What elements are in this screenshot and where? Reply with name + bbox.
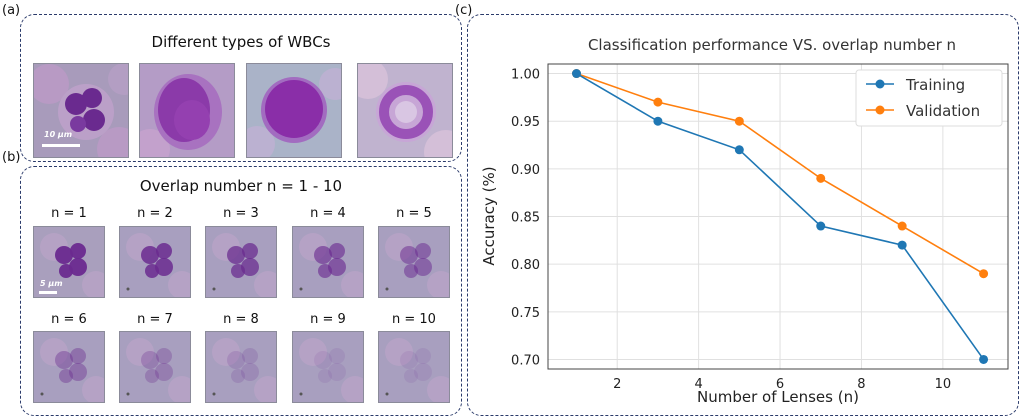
- overlap-image-tile: [119, 226, 191, 298]
- scale-label-10um: 10 μm: [44, 130, 73, 139]
- overlap-label: n = 6: [51, 312, 87, 327]
- overlap-label: n = 10: [392, 312, 436, 327]
- overlap-label: n = 8: [223, 312, 259, 327]
- scale-label-5um: 5 μm: [40, 279, 63, 288]
- overlap-image-tile: [378, 226, 450, 298]
- overlap-image-tile: [378, 331, 450, 403]
- overlap-label: n = 1: [51, 206, 87, 221]
- panel-c-label: (c): [455, 3, 473, 18]
- overlap-image-tile: 5 μm: [33, 226, 105, 298]
- overlap-image-tile: [205, 226, 277, 298]
- overlap-label: n = 9: [310, 312, 346, 327]
- panel-b-label: (b): [2, 150, 21, 165]
- scale-bar-5um: [39, 291, 57, 294]
- wbc-image-lymphocyte-round: [246, 63, 342, 158]
- overlap-label: n = 7: [137, 312, 173, 327]
- panel-b-title: Overlap number n = 1 - 10: [139, 177, 343, 195]
- panel-c-box: [467, 14, 1019, 416]
- overlap-label: n = 5: [396, 206, 432, 221]
- scale-bar-10um: [42, 144, 80, 147]
- wbc-image-lymphocyte-large: [139, 63, 235, 158]
- overlap-image-tile: [292, 226, 364, 298]
- panel-b-box: Overlap number n = 1 - 10: [20, 166, 462, 416]
- wbc-image-neutrophil: 10 μm: [33, 63, 129, 158]
- panel-a-label: (a): [2, 3, 21, 18]
- overlap-label: n = 3: [223, 206, 259, 221]
- overlap-image-tile: [205, 331, 277, 403]
- panel-a-box: Different types of WBCs: [20, 14, 462, 162]
- panel-a-title: Different types of WBCs: [151, 33, 331, 51]
- wbc-image-ring-band: [357, 63, 453, 158]
- overlap-label: n = 4: [310, 206, 346, 221]
- overlap-image-tile: [33, 331, 105, 403]
- overlap-label: n = 2: [137, 206, 173, 221]
- overlap-image-tile: [119, 331, 191, 403]
- overlap-image-tile: [292, 331, 364, 403]
